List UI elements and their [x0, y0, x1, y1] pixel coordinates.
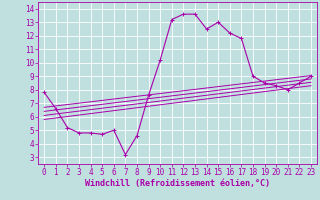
- X-axis label: Windchill (Refroidissement éolien,°C): Windchill (Refroidissement éolien,°C): [85, 179, 270, 188]
